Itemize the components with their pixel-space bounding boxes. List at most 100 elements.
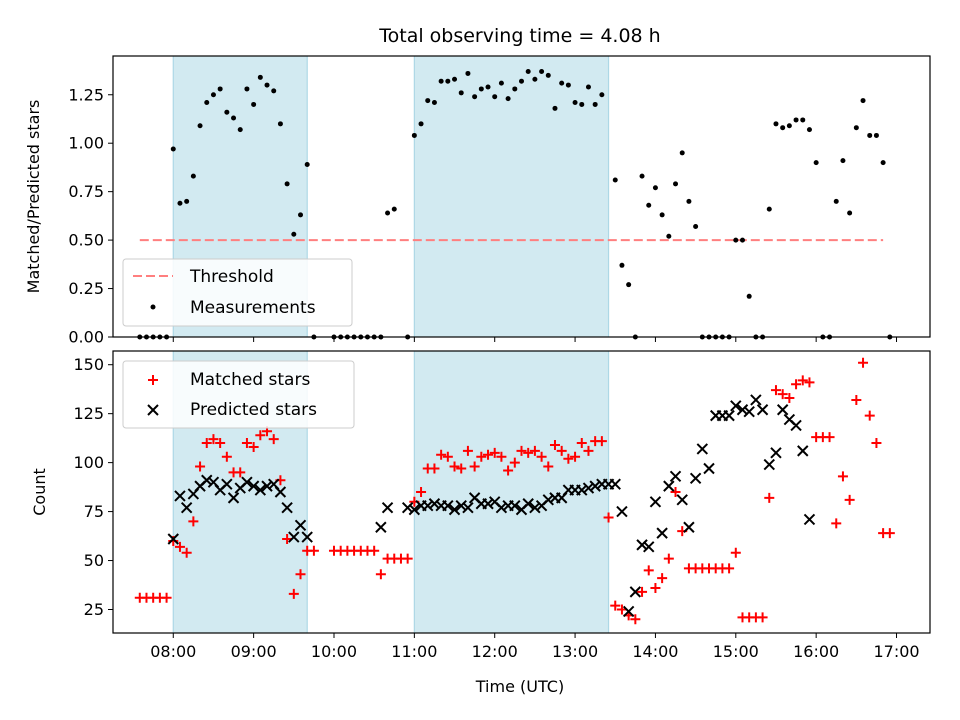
matched-star-point bbox=[476, 451, 487, 462]
matched-star-point bbox=[784, 393, 795, 403]
measurement-point bbox=[780, 125, 786, 131]
measurement-point bbox=[431, 100, 437, 106]
matched-star-point bbox=[791, 379, 802, 390]
predicted-legend-swatch bbox=[147, 404, 159, 416]
measurement-point bbox=[572, 100, 578, 106]
x-tick-label: 12:00 bbox=[472, 642, 518, 661]
x-tick-label: 10:00 bbox=[311, 642, 357, 661]
y-tick-label: 0.00 bbox=[68, 328, 104, 347]
measurement-point bbox=[411, 132, 417, 138]
matched-star-point bbox=[201, 438, 212, 449]
measurement-point bbox=[418, 121, 424, 127]
predicted-star-point bbox=[428, 498, 441, 510]
y-tick-label: 1.25 bbox=[68, 85, 104, 104]
matched-star-point bbox=[797, 375, 808, 386]
measurement-point bbox=[559, 80, 565, 86]
matched-star-point bbox=[576, 438, 587, 449]
predicted-star-point bbox=[254, 484, 267, 496]
matched-star-point bbox=[851, 394, 862, 405]
matched-star-point bbox=[248, 441, 259, 452]
matched-star-point bbox=[543, 461, 554, 472]
measurement-point bbox=[224, 109, 230, 115]
predicted-star-point bbox=[201, 474, 213, 486]
y-tick-label: 25 bbox=[84, 600, 104, 619]
y-tick-label: 100 bbox=[73, 453, 104, 472]
x-tick-label: 11:00 bbox=[391, 642, 437, 661]
measurement-point bbox=[686, 198, 692, 204]
measurement-point bbox=[739, 237, 745, 243]
measurement-point bbox=[177, 200, 183, 206]
count-panel: 25 50 75 100 125 150 08:00 09:00 10:00 11:00 12:0… bbox=[30, 350, 931, 661]
matched-star-point bbox=[637, 586, 648, 597]
matched-star-point bbox=[255, 430, 266, 441]
predicted-star-point bbox=[227, 492, 240, 504]
matched-star-point bbox=[844, 494, 855, 505]
measurement-point bbox=[512, 86, 518, 92]
matched-star-point bbox=[529, 445, 540, 456]
count-y-axis-label: Count bbox=[30, 468, 49, 516]
x-tick-label: 14:00 bbox=[632, 642, 678, 661]
predicted-star-point bbox=[288, 531, 300, 543]
measurement-point bbox=[184, 198, 190, 204]
x-tick-label: 17:00 bbox=[873, 642, 919, 661]
measurement-point bbox=[773, 121, 779, 127]
y-tick-label: 150 bbox=[73, 355, 104, 374]
measurement-point bbox=[445, 78, 451, 84]
measurement-point bbox=[565, 82, 571, 88]
measurement-point bbox=[525, 69, 531, 75]
measurement-point bbox=[539, 69, 545, 75]
matched-star-point bbox=[556, 445, 567, 456]
predicted-star-point bbox=[689, 472, 702, 484]
measurement-point bbox=[385, 210, 391, 216]
matched-legend-swatch bbox=[148, 375, 158, 385]
measurement-point bbox=[646, 202, 652, 208]
ratio-legend: Threshold Measurements bbox=[122, 258, 353, 327]
measurement-point bbox=[532, 76, 538, 82]
measurement-point bbox=[204, 100, 210, 106]
y-tick-label: 1.00 bbox=[68, 134, 104, 153]
predicted-star-point bbox=[803, 513, 816, 526]
matched-star-point bbox=[509, 457, 520, 468]
predicted-star-point bbox=[221, 478, 233, 490]
matched-star-point bbox=[462, 445, 473, 456]
predicted-star-point bbox=[401, 501, 414, 514]
measurement-point bbox=[733, 237, 739, 243]
measurement-point bbox=[465, 70, 471, 76]
measurement-point bbox=[251, 101, 257, 107]
measurement-point bbox=[478, 86, 484, 92]
measurement-point bbox=[639, 173, 645, 179]
matched-star-point bbox=[824, 432, 835, 443]
matched-legend-label: Matched stars bbox=[190, 370, 310, 390]
ratio-panel-frame bbox=[112, 55, 931, 338]
matched-star-point bbox=[268, 434, 279, 445]
measurement-point bbox=[579, 101, 585, 107]
measurement-point bbox=[619, 262, 625, 268]
predicted-star-point bbox=[294, 519, 307, 531]
predicted-star-point bbox=[756, 404, 769, 416]
y-tick-label: 0.25 bbox=[68, 279, 104, 298]
ratio-y-axis-label: Matched/Predicted stars bbox=[24, 100, 43, 294]
measurement-point bbox=[847, 210, 853, 216]
predicted-star-point bbox=[247, 480, 260, 492]
measurement-point bbox=[472, 94, 478, 100]
matched-star-point bbox=[603, 512, 614, 523]
matched-star-point bbox=[496, 451, 507, 462]
predicted-star-point bbox=[281, 501, 293, 514]
x-tick-label: 16:00 bbox=[793, 642, 839, 661]
matched-star-point bbox=[831, 518, 842, 529]
predicted-star-point bbox=[422, 500, 434, 512]
matched-stars-series bbox=[134, 357, 895, 625]
observing-window-2 bbox=[414, 56, 609, 337]
matched-star-point bbox=[871, 438, 882, 449]
x-tick-label: 13:00 bbox=[552, 642, 598, 661]
matched-star-point bbox=[235, 467, 246, 478]
predicted-star-point bbox=[629, 586, 642, 598]
ratio-y-ticks: 0.00 0.25 0.50 0.75 1.00 1.25 bbox=[68, 85, 113, 347]
matched-star-point bbox=[516, 445, 527, 456]
measurements-legend-label: Measurements bbox=[190, 298, 316, 318]
predicted-star-point bbox=[730, 400, 742, 412]
predicted-star-point bbox=[763, 458, 775, 471]
measurement-point bbox=[800, 117, 806, 123]
matched-star-point bbox=[503, 465, 514, 476]
